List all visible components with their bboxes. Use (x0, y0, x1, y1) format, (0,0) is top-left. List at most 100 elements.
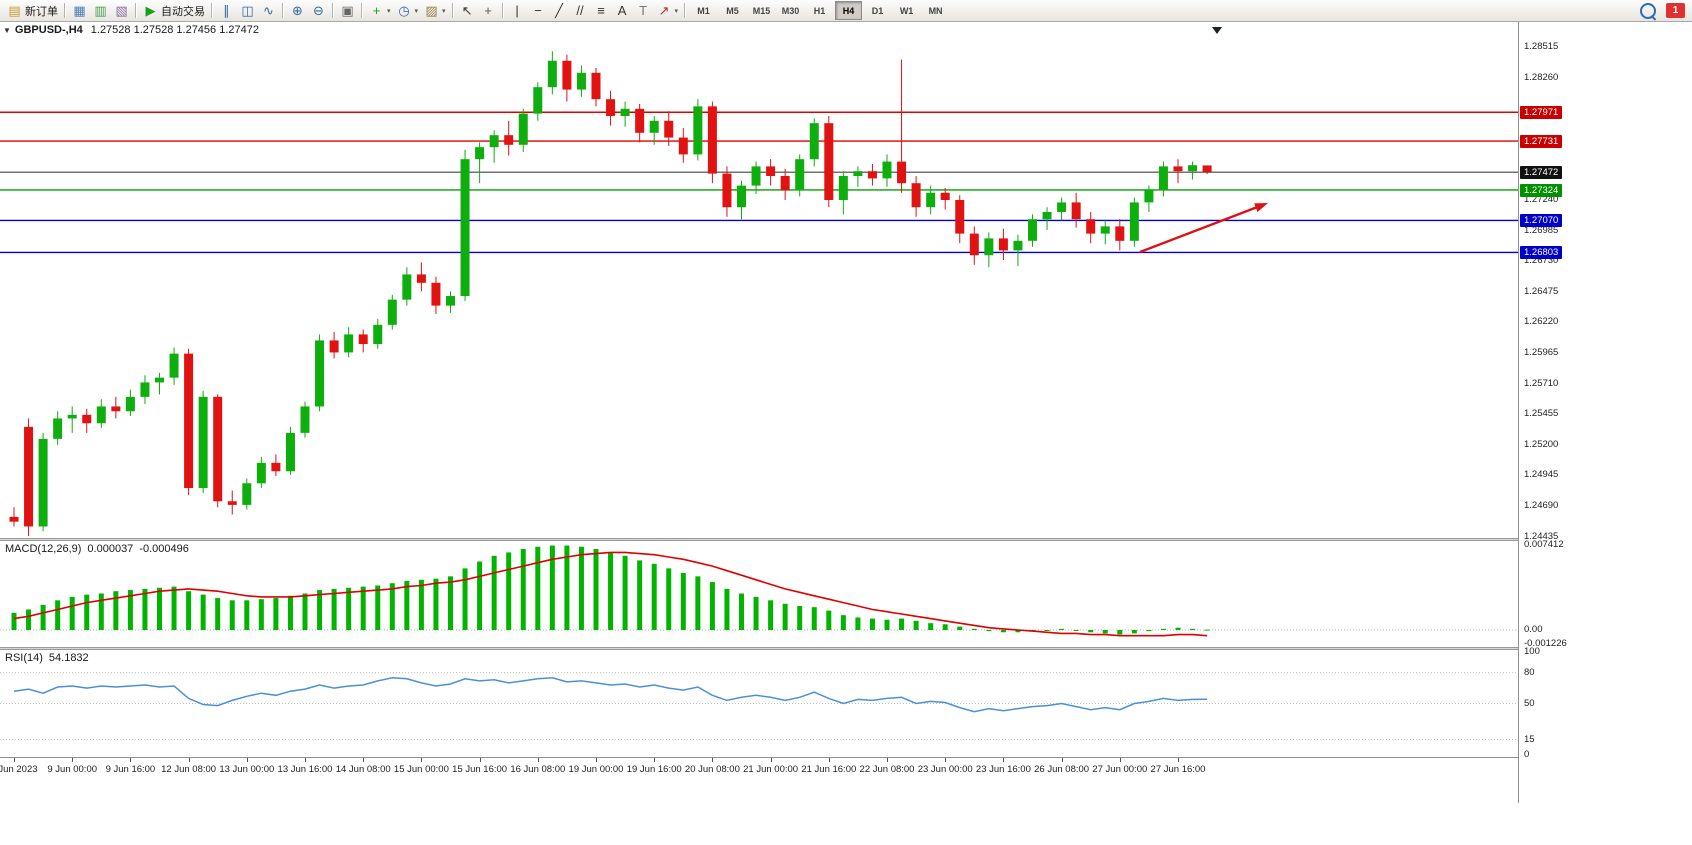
timeframe-button-MN[interactable]: MN (928, 5, 943, 16)
new-order-button[interactable]: ▤ 新订单 (4, 2, 61, 20)
timeframe-button-H4[interactable]: H4 (835, 1, 863, 20)
macd-pane-canvas[interactable] (0, 541, 1518, 647)
trendline-icon: ╱ (555, 2, 563, 18)
notification-badge[interactable]: 1 (1666, 3, 1685, 18)
text-icon: A (617, 2, 627, 18)
macd-axis-label: -0.001226 (1524, 637, 1567, 649)
cursor-icon[interactable]: ↖ (457, 2, 478, 20)
time-axis-label: 13 Jun 00:00 (219, 764, 275, 775)
text-icon[interactable]: A (612, 2, 633, 20)
candlestick-chart-icon[interactable]: ◫ (237, 2, 258, 20)
trend-arrow-line[interactable] (1139, 204, 1262, 254)
macd-histogram-bar (462, 568, 468, 630)
channel-icon[interactable]: // (570, 2, 591, 20)
horizontal-line-icon[interactable]: − (528, 2, 549, 20)
macd-histogram-bar (986, 629, 992, 632)
charts-grid-icon: ▦ (73, 2, 86, 18)
periods-icon: ◷ (398, 2, 410, 18)
macd-histogram-bar (855, 617, 861, 630)
price-axis-label: 1.26475 (1524, 285, 1559, 297)
charts-grid-icon[interactable]: ▦ (69, 2, 90, 20)
dropdown-caret-icon[interactable]: ▾ (414, 7, 419, 15)
time-axis-label: 26 Jun 08:00 (1034, 764, 1090, 775)
macd-histogram-bar (389, 583, 395, 630)
price-axis-label: 1.24690 (1524, 500, 1559, 512)
navigator-icon[interactable]: ▧ (111, 2, 132, 20)
indicators-icon[interactable]: + ▾ (366, 2, 394, 20)
periods-icon[interactable]: ◷ ▾ (394, 2, 422, 20)
price-axis-label: 1.26730 (1524, 255, 1559, 267)
timeframe-button-D1[interactable]: D1 (871, 5, 884, 16)
toolbar-separator (361, 3, 363, 18)
bar-chart-icon[interactable]: ∥ (216, 2, 237, 20)
macd-histogram-bar (258, 599, 264, 630)
crosshair-icon[interactable]: + (478, 2, 499, 20)
trendline-icon[interactable]: ╱ (549, 2, 570, 20)
main-chart-canvas[interactable] (0, 22, 1518, 538)
time-axis[interactable]: 8 Jun 2023 9 Jun 00:00 9 Jun 16:00 12 Jun 0… (0, 757, 1692, 784)
candle-body (38, 438, 48, 527)
macd-histogram-bar (826, 610, 832, 630)
fibonacci-icon[interactable]: ≡ (591, 2, 612, 20)
candle-body (475, 147, 485, 160)
pane-splitter[interactable] (0, 647, 1692, 650)
candle-body (227, 501, 237, 505)
macd-histogram-bar (680, 572, 686, 630)
label-icon[interactable]: T (633, 2, 654, 20)
macd-histogram-bar (971, 628, 977, 630)
toolbar-group: ∥ ◫ ∿ (216, 2, 279, 20)
macd-histogram-bar (520, 548, 526, 630)
auto-trading-button[interactable]: ▶ 自动交易 (140, 2, 208, 20)
timeframe-button-M15[interactable]: M15 (752, 5, 771, 16)
candle-body (998, 238, 1008, 251)
time-axis-label: 15 Jun 00:00 (393, 764, 449, 775)
tile-windows-icon: ▣ (341, 2, 354, 18)
dropdown-caret-icon[interactable]: ▾ (387, 7, 391, 15)
candle-body (1071, 202, 1081, 220)
market-watch-icon[interactable]: ▥ (90, 2, 111, 20)
timeframe-button-M1[interactable]: M1 (697, 5, 710, 16)
price-axis-label: 1.24945 (1524, 469, 1559, 481)
crosshair-icon: + (484, 2, 492, 18)
candle-body (969, 233, 979, 256)
time-axis-label: 13 Jun 16:00 (277, 764, 333, 775)
timeframe-button-M5[interactable]: M5 (726, 5, 739, 16)
macd-histogram-bar (1131, 629, 1137, 634)
candle-body (1086, 219, 1096, 234)
macd-histogram-bar (40, 604, 46, 630)
time-axis-tick (537, 758, 539, 762)
time-axis-label: 14 Jun 08:00 (335, 764, 391, 775)
pane-splitter[interactable] (0, 538, 1692, 541)
timeframe-button-H1[interactable]: H1 (813, 5, 826, 16)
rsi-pane-canvas[interactable] (0, 650, 1518, 757)
tile-windows-icon[interactable]: ▣ (337, 2, 358, 20)
zoom-out-icon[interactable]: ⊖ (308, 2, 329, 20)
time-axis-label: 16 Jun 08:00 (510, 764, 566, 775)
templates-icon[interactable]: ▨ ▾ (421, 2, 449, 20)
candlestick-chart-icon: ◫ (241, 2, 254, 18)
rsi-line (13, 677, 1208, 713)
chart-shift-marker-icon[interactable] (1212, 27, 1222, 34)
timeframe-button-W1[interactable]: W1 (899, 5, 914, 16)
macd-histogram-bar (1190, 628, 1196, 630)
macd-histogram-bar (113, 591, 119, 630)
candle-body (853, 171, 863, 176)
candle-body (256, 462, 266, 484)
dropdown-caret-icon[interactable]: ▾ (442, 7, 446, 15)
line-chart-icon[interactable]: ∿ (258, 2, 279, 20)
candle-body (24, 426, 34, 527)
candle-body (271, 462, 281, 472)
macd-histogram-bar (1000, 629, 1006, 633)
dropdown-caret-icon[interactable]: ▾ (674, 7, 679, 15)
vertical-line-icon[interactable]: | (507, 2, 528, 20)
macd-histogram-bar (491, 555, 497, 630)
arrows-icon[interactable]: ↗ ▾ (654, 2, 682, 20)
toolbar-separator (501, 3, 504, 18)
price-axis[interactable]: 1.28515 1.28260 1.27240 1.26985 1.26730 1.264… (1518, 22, 1692, 803)
candle-body (897, 161, 907, 184)
toolbar-right: 1 (1640, 2, 1688, 19)
timeframe-button-M30[interactable]: M30 (781, 5, 800, 16)
zoom-in-icon[interactable]: ⊕ (287, 2, 308, 20)
search-icon[interactable] (1640, 2, 1656, 19)
